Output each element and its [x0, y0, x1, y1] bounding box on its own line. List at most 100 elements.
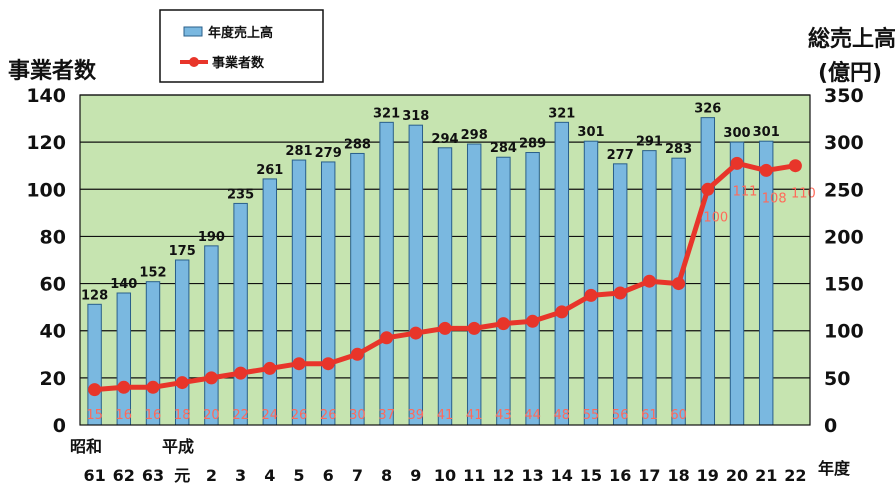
plot-border [79, 94, 811, 426]
line-value-label: 16 [116, 408, 133, 423]
bar-value-label: 128 [81, 288, 108, 303]
era-label-showa: 昭和 [70, 437, 102, 456]
bar-value-label: 277 [607, 148, 634, 163]
x-tick-label: 20 [726, 466, 748, 485]
line-value-label: 26 [291, 408, 308, 423]
bar-value-label: 140 [110, 277, 137, 292]
line-value-label: 18 [174, 408, 191, 423]
bar [262, 178, 278, 426]
line-point [642, 274, 656, 288]
x-tick-label: 17 [638, 466, 660, 485]
y-right-tick-label: 0 [824, 415, 837, 437]
line-point [701, 182, 715, 196]
line-point [204, 371, 218, 385]
bar [350, 152, 365, 426]
bar [116, 292, 132, 426]
x-tick-label: 3 [235, 466, 246, 485]
bar [174, 259, 190, 426]
line-point [88, 383, 102, 397]
line-value-label: 108 [762, 191, 787, 206]
legend-line-label: 事業者数 [212, 55, 265, 71]
legend: 年度売上高 事業者数 [159, 9, 324, 83]
line-point [672, 277, 686, 291]
bar [291, 159, 307, 426]
bar-value-label: 291 [636, 135, 663, 150]
line-point [584, 288, 598, 302]
y-right-tick-label: 150 [824, 274, 864, 296]
line-point [234, 366, 248, 380]
line-point [759, 163, 773, 177]
y-left-tick-label: 40 [40, 321, 66, 343]
bar-value-label: 289 [519, 137, 546, 152]
y-left-tick-label: 140 [26, 85, 66, 107]
bar [437, 147, 453, 426]
line-point [292, 357, 306, 371]
bar [87, 303, 102, 426]
y-right-title-line2: (億円) [818, 60, 882, 86]
x-tick-label: 2 [206, 466, 217, 485]
line-value-label: 20 [203, 408, 220, 423]
bar-value-label: 175 [169, 244, 196, 259]
y-right-tick-label: 250 [824, 179, 864, 201]
bar [233, 202, 248, 426]
x-tick-label: 15 [580, 466, 602, 485]
y-right-tick-label: 300 [824, 132, 864, 154]
y-left-tick-label: 120 [26, 132, 66, 154]
x-tick-label: 16 [609, 466, 631, 485]
line-value-label: 110 [791, 187, 816, 202]
bar-value-label: 279 [315, 146, 342, 161]
x-tick-label: 元 [174, 466, 190, 485]
line-value-label: 39 [408, 408, 425, 423]
bar [554, 121, 570, 426]
bar-value-label: 190 [198, 230, 225, 245]
line-point [496, 317, 510, 331]
x-tick-label: 14 [551, 466, 573, 485]
y-left-tick-label: 80 [40, 226, 66, 248]
bar [496, 156, 511, 426]
x-tick-label: 21 [755, 466, 777, 485]
line-point [555, 305, 569, 319]
line-value-label: 30 [349, 408, 366, 423]
line-point [438, 321, 452, 335]
bar [583, 140, 599, 426]
x-tick-label: 22 [784, 466, 806, 485]
bar-value-label: 298 [461, 128, 488, 143]
line-point [380, 331, 394, 345]
x-tick-label: 63 [142, 466, 164, 485]
y-left-tick-label: 20 [40, 368, 66, 390]
line-value-label: 56 [612, 408, 629, 423]
bar-value-label: 284 [490, 141, 517, 156]
x-tick-label: 6 [323, 466, 334, 485]
bar [320, 161, 336, 426]
x-tick-label: 4 [264, 466, 275, 485]
bar-value-label: 321 [373, 106, 400, 121]
x-tick-label: 61 [83, 466, 105, 485]
line-point [321, 357, 335, 371]
line-value-label: 41 [466, 408, 483, 423]
line-point [409, 326, 423, 340]
line-value-label: 44 [524, 408, 541, 423]
line-value-label: 15 [86, 408, 103, 423]
line-value-label: 100 [703, 210, 728, 225]
line-value-label: 16 [145, 408, 162, 423]
bar-value-label: 321 [548, 106, 575, 121]
bar-value-label: 235 [227, 187, 254, 202]
y-right-tick-label: 200 [824, 226, 864, 248]
bar-value-label: 300 [723, 126, 750, 141]
y-right-tick-label: 350 [824, 85, 864, 107]
line-value-label: 60 [670, 408, 687, 423]
bar-value-label: 283 [665, 142, 692, 157]
line-value-label: 41 [437, 408, 454, 423]
line-value-label: 48 [554, 408, 571, 423]
line-point [526, 314, 540, 328]
line-point [613, 286, 627, 300]
line-value-label: 37 [378, 408, 395, 423]
bar [379, 121, 394, 426]
line-point [467, 321, 481, 335]
x-tick-label: 5 [293, 466, 304, 485]
x-axis-title: 年度 [818, 459, 851, 478]
x-tick-label: 8 [381, 466, 392, 485]
bar [466, 143, 482, 426]
y-left-title: 事業者数 [8, 58, 97, 84]
